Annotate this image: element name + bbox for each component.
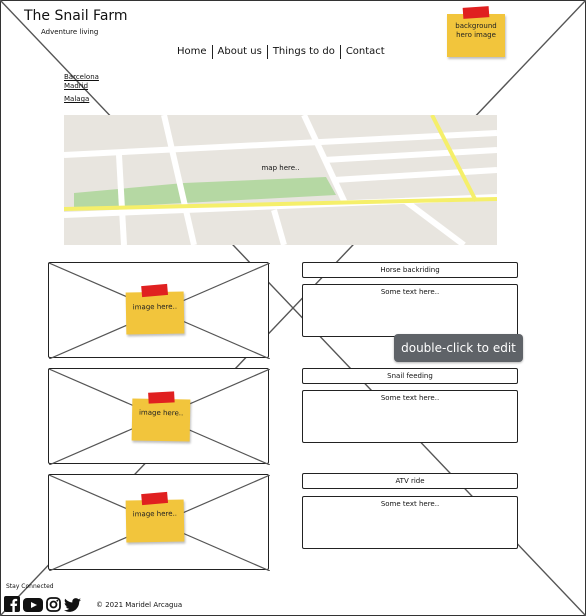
- edit-tooltip[interactable]: double-click to edit: [394, 334, 523, 362]
- nav-item-contact[interactable]: Contact: [339, 45, 390, 59]
- stay-connected-label: Stay Connected: [6, 583, 54, 590]
- map[interactable]: map here..: [64, 115, 497, 245]
- activity-title: Snail feeding: [302, 368, 518, 384]
- activity-title: Horse backriding: [302, 262, 518, 278]
- youtube-icon[interactable]: [23, 597, 43, 616]
- site-title: The Snail Farm: [24, 8, 128, 24]
- map-graphic: [64, 115, 497, 245]
- activity-image-note: image here..: [125, 491, 185, 543]
- instagram-icon[interactable]: [46, 596, 61, 616]
- copyright-text: © 2021 Maridel Arcagua: [96, 601, 183, 609]
- map-label: map here..: [261, 164, 300, 172]
- main-nav: Home About us Things to do Contact: [176, 44, 390, 60]
- hero-image-note: background hero image: [447, 6, 505, 57]
- hero-image-label: background hero image: [455, 22, 497, 39]
- tape: [141, 491, 169, 506]
- nav-item-about-us[interactable]: About us: [211, 45, 267, 59]
- city-link-madrid[interactable]: Madrid: [64, 82, 89, 90]
- city-link-barcelona[interactable]: Barcelona: [64, 73, 99, 81]
- activity-text: Some text here..: [302, 390, 518, 443]
- tape: [141, 283, 169, 298]
- tape: [148, 391, 175, 404]
- twitter-icon[interactable]: [64, 597, 81, 616]
- facebook-icon[interactable]: [4, 596, 20, 616]
- city-links: Barcelona Madrid Malaga: [64, 73, 99, 104]
- site-tagline: Adventure living: [41, 28, 99, 36]
- nav-item-things-to-do[interactable]: Things to do: [266, 45, 340, 59]
- activity-image-note: image here..: [131, 391, 191, 442]
- activity-text: Some text here..: [302, 284, 518, 337]
- activity-title: ATV ride: [302, 473, 518, 489]
- nav-item-home[interactable]: Home: [177, 46, 207, 57]
- activity-text: Some text here..: [302, 496, 518, 549]
- city-link-malaga[interactable]: Malaga: [64, 95, 90, 103]
- social-links: [4, 596, 81, 616]
- activity-image-note: image here..: [125, 283, 185, 335]
- tape: [462, 6, 490, 19]
